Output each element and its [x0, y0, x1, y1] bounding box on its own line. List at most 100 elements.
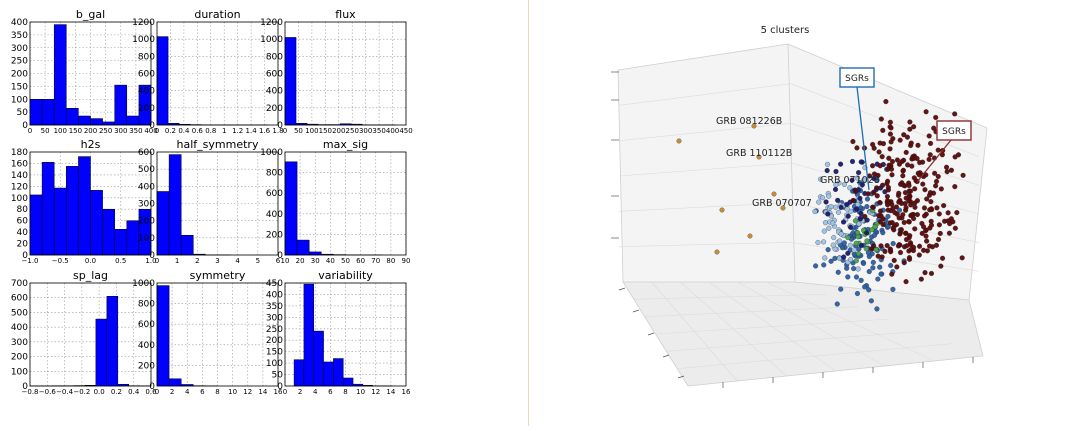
scatter-point	[825, 212, 830, 217]
x-tick-label: 0	[155, 257, 159, 265]
y-tick-label: 40	[17, 228, 29, 238]
x-tick-label: 450	[399, 127, 412, 135]
scatter-point	[933, 115, 938, 120]
x-tick-label: 0	[155, 388, 159, 396]
scatter-point	[845, 207, 850, 212]
y-tick-label: 50	[272, 371, 284, 381]
scatter-point	[813, 264, 818, 269]
scatter-point	[871, 260, 876, 265]
y-tick-label: 0	[149, 121, 155, 131]
scatter-point	[903, 231, 908, 236]
x-tick-label: 16	[402, 388, 411, 396]
scatter-point	[870, 163, 875, 168]
scatter-point	[813, 209, 818, 214]
callout-label: SGRs	[942, 127, 966, 137]
hist-bar	[304, 284, 314, 386]
x-tick-label: 8	[215, 388, 219, 396]
x-tick-label: 50	[341, 257, 350, 265]
scatter-point	[835, 198, 840, 203]
x-tick-label: 250	[346, 127, 359, 135]
scatter-point	[870, 205, 875, 210]
x-tick-label: 350	[129, 127, 142, 135]
x-tick-label: 0	[28, 127, 32, 135]
scatter-point	[924, 197, 929, 202]
scatter-point	[856, 234, 861, 239]
x-tick-label: 6	[200, 388, 205, 396]
x-tick-label: 4	[235, 257, 240, 265]
scatter-point	[880, 230, 885, 235]
scatter-point	[900, 215, 905, 220]
hist-bar	[309, 252, 321, 255]
scatter-point	[888, 263, 893, 268]
x-tick-label: 0.4	[128, 388, 140, 396]
scatter-point-outlier	[720, 208, 725, 213]
y-tick-label: 180	[11, 148, 28, 158]
y-tick-label: 120	[11, 182, 28, 192]
scatter-point	[936, 237, 941, 242]
x-tick-label: 5	[256, 257, 260, 265]
y-tick-label: 450	[266, 279, 283, 289]
scatter-point	[837, 256, 842, 261]
scatter-point	[877, 200, 882, 205]
y-tick-label: 300	[11, 44, 28, 54]
scatter-point	[831, 243, 836, 248]
scatter-point	[924, 239, 929, 244]
scatter-point	[864, 204, 869, 209]
y-tick-label: 400	[266, 87, 283, 97]
scatter-3d-box	[611, 44, 987, 388]
x-tick-label: 50	[294, 127, 303, 135]
y-tick-label: 1200	[132, 18, 155, 28]
scatter-point	[876, 213, 881, 218]
scatter-point	[881, 222, 886, 227]
x-tick-label: 1.2	[232, 127, 243, 135]
y-tick-label: 1000	[260, 148, 283, 158]
scatter-point	[928, 152, 933, 157]
scatter-point	[885, 243, 890, 248]
x-tick-label: −0.5	[52, 257, 69, 265]
scatter-point	[934, 179, 939, 184]
scatter-point	[941, 203, 946, 208]
scatter-point	[822, 229, 827, 234]
scatter-point	[878, 163, 883, 168]
y-tick-label: 200	[138, 104, 155, 114]
scatter-point	[875, 277, 880, 282]
scatter-point	[855, 291, 860, 296]
scatter-point	[952, 184, 957, 189]
scatter-point	[888, 221, 893, 226]
scatter-point	[862, 284, 867, 289]
y-tick-label: 200	[266, 230, 283, 240]
scatter-point	[845, 275, 850, 280]
scatter-point	[853, 189, 858, 194]
scatter-point	[886, 208, 891, 213]
scatter-point	[937, 212, 942, 217]
scatter-point	[889, 272, 894, 277]
scatter-point	[855, 146, 860, 151]
hist-bar	[157, 286, 169, 386]
x-tick-label: 10	[228, 388, 237, 396]
scatter-point	[883, 99, 888, 104]
x-tick-label: 150	[69, 127, 82, 135]
scatter-point	[936, 148, 941, 153]
scatter-point	[831, 235, 836, 240]
scatter-point	[841, 255, 846, 260]
scatter-point	[877, 150, 882, 155]
x-tick-label: 3	[215, 257, 219, 265]
y-tick-label: 200	[11, 353, 28, 363]
scatter-point	[928, 199, 933, 204]
scatter-point	[922, 206, 927, 211]
scatter-point	[904, 205, 909, 210]
hist-bar	[54, 25, 66, 125]
scatter-point	[924, 228, 929, 233]
hist-bar	[169, 379, 181, 386]
scatter-point	[854, 207, 859, 212]
scatter-point	[947, 231, 952, 236]
scatter-point	[944, 165, 949, 170]
scatter-point	[851, 198, 856, 203]
scatter-point	[894, 265, 899, 270]
scatter-point	[902, 260, 907, 265]
scatter-point	[830, 221, 835, 226]
hist-bar	[314, 331, 324, 386]
scatter-point	[848, 243, 853, 248]
y-tick-label: 200	[138, 361, 155, 371]
